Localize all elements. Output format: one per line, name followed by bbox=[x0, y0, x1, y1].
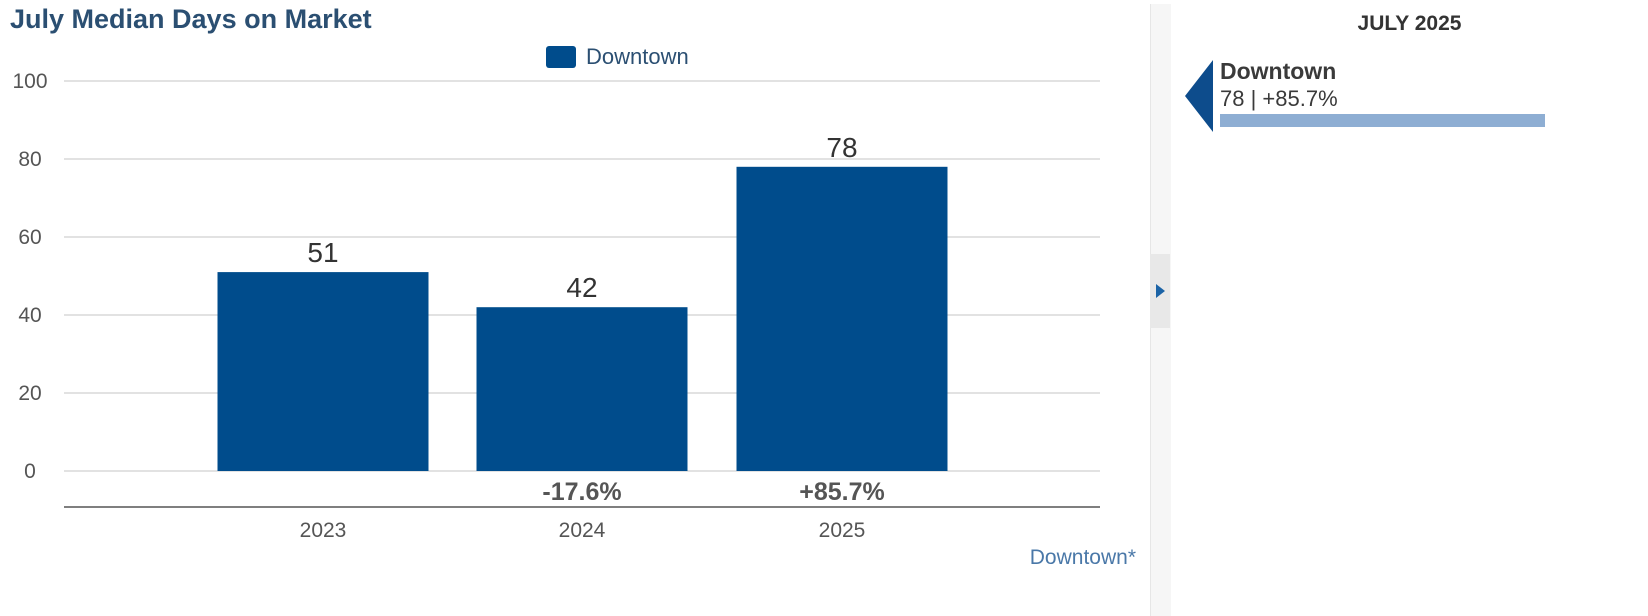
y-tick-label: 40 bbox=[18, 304, 41, 327]
legend-label: Downtown bbox=[586, 44, 689, 69]
side-panel-item-downtown[interactable]: Downtown 78 | +85.7% bbox=[1185, 58, 1645, 138]
legend-swatch bbox=[546, 46, 576, 68]
side-panel: JULY 2025 Downtown 78 | +85.7% bbox=[1171, 0, 1648, 616]
chevron-right-icon bbox=[1155, 284, 1165, 298]
data-label: 42 bbox=[566, 272, 597, 303]
data-label: 78 bbox=[826, 132, 857, 163]
side-item-value: 78 | +85.7% bbox=[1220, 86, 1338, 111]
change-label: -17.6% bbox=[542, 478, 621, 506]
y-tick-label: 80 bbox=[18, 148, 41, 171]
bar-2024[interactable] bbox=[476, 307, 688, 471]
legend-item-downtown[interactable]: Downtown bbox=[546, 44, 689, 70]
y-tick-label: 0 bbox=[24, 460, 36, 483]
pointer-arrow-icon bbox=[1185, 60, 1213, 132]
x-tick-label: 2024 bbox=[559, 519, 606, 542]
bar-chart: 0 20 40 60 80 100 51 2023 42 -17.6% 2024 78 +85.7% 20… bbox=[12, 70, 1100, 542]
chart-title: July Median Days on Market bbox=[10, 4, 372, 34]
source-link[interactable]: Downtown* bbox=[1029, 546, 1136, 569]
y-tick-label: 100 bbox=[12, 70, 47, 93]
y-tick-label: 60 bbox=[18, 226, 41, 249]
data-label: 51 bbox=[307, 237, 338, 268]
bar-2025[interactable] bbox=[736, 166, 948, 472]
bar-2023[interactable] bbox=[217, 272, 429, 471]
side-panel-header: JULY 2025 bbox=[1357, 12, 1462, 35]
side-item-bar bbox=[1220, 114, 1545, 127]
x-tick-label: 2025 bbox=[819, 519, 866, 542]
x-tick-label: 2023 bbox=[300, 519, 347, 542]
y-tick-label: 20 bbox=[18, 382, 41, 405]
panel-toggle-button[interactable] bbox=[1150, 254, 1170, 328]
change-label: +85.7% bbox=[799, 478, 885, 506]
side-item-name: Downtown bbox=[1220, 58, 1337, 84]
